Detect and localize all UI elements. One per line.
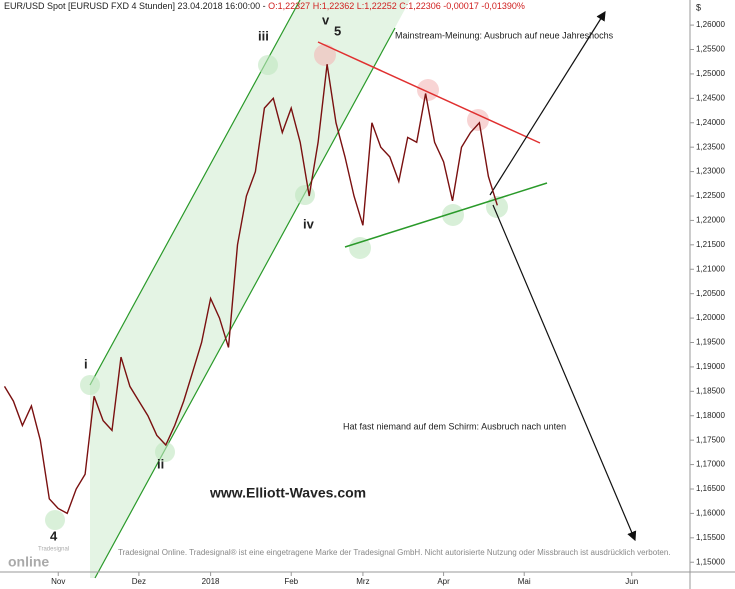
y-tick-label: 1,23500 xyxy=(696,142,725,151)
wave-label: iii xyxy=(258,28,269,43)
y-tick-label: 1,16500 xyxy=(696,484,725,493)
price-line xyxy=(3,64,498,515)
x-tick-label: Nov xyxy=(51,577,65,586)
logo: online xyxy=(8,554,49,570)
y-tick-label: 1,17000 xyxy=(696,460,725,469)
note: Mainstream-Meinung: Ausbruch auf neue Ja… xyxy=(395,30,614,40)
y-tick-label: 1,19500 xyxy=(696,338,725,347)
y-tick-label: 1,17500 xyxy=(696,435,725,444)
currency: $ xyxy=(696,2,701,12)
y-tick-label: 1,16000 xyxy=(696,509,725,518)
y-tick-label: 1,25500 xyxy=(696,45,725,54)
y-tick-label: 1,22500 xyxy=(696,191,725,200)
y-tick-label: 1,18500 xyxy=(696,386,725,395)
title-text: EUR/USD Spot [EURUSD FXD 4 Stunden] 23.0… xyxy=(4,1,266,11)
wave-label: iv xyxy=(303,216,315,231)
note: Hat fast niemand auf dem Schirm: Ausbruc… xyxy=(343,421,566,431)
wave-label: i xyxy=(84,356,88,371)
x-tick-label: Jun xyxy=(625,577,638,586)
resistance-line xyxy=(317,41,541,144)
y-tick-label: 1,24000 xyxy=(696,118,725,127)
wave-label: 5 xyxy=(334,23,341,38)
logo-small: Tradesignal xyxy=(38,547,69,553)
ohlc-text: O:1,22327 H:1,22362 L:1,22252 C:1,22306 … xyxy=(268,1,525,11)
y-tick-label: 1,24500 xyxy=(696,93,725,102)
x-tick-label: Mai xyxy=(518,577,531,586)
chart-title: EUR/USD Spot [EURUSD FXD 4 Stunden] 23.0… xyxy=(4,1,525,11)
x-tick-label: Mrz xyxy=(356,577,369,586)
y-tick-label: 1,21500 xyxy=(696,240,725,249)
x-tick-label: Apr xyxy=(437,577,450,586)
x-tick-label: Dez xyxy=(132,577,146,586)
y-tick-label: 1,21000 xyxy=(696,264,725,273)
watermark: www.Elliott-Waves.com xyxy=(209,485,366,501)
wave-label: ii xyxy=(157,456,164,471)
highlights xyxy=(314,44,489,131)
y-tick-label: 1,19000 xyxy=(696,362,725,371)
wave-label: 4 xyxy=(50,528,58,543)
y-tick-label: 1,22000 xyxy=(696,216,725,225)
x-tick-label: Feb xyxy=(284,577,298,586)
y-tick-label: 1,25000 xyxy=(696,69,725,78)
channel-fill xyxy=(90,0,410,578)
x-tick-label: 2018 xyxy=(202,577,220,586)
arrow-down xyxy=(492,204,637,542)
y-tick-label: 1,23000 xyxy=(696,167,725,176)
y-tick-label: 1,26000 xyxy=(696,20,725,29)
footer: Tradesignal Online. Tradesignal® ist ein… xyxy=(118,548,671,557)
arrow-up xyxy=(489,10,606,196)
y-tick-label: 1,15500 xyxy=(696,533,725,542)
y-tick-label: 1,18000 xyxy=(696,411,725,420)
support-line xyxy=(344,182,548,248)
y-tick-label: 1,20000 xyxy=(696,313,725,322)
channel-line xyxy=(94,27,396,579)
wave-label: v xyxy=(322,12,330,27)
highlights xyxy=(45,55,508,530)
y-tick-label: 1,20500 xyxy=(696,289,725,298)
y-tick-label: 1,15000 xyxy=(696,557,725,566)
